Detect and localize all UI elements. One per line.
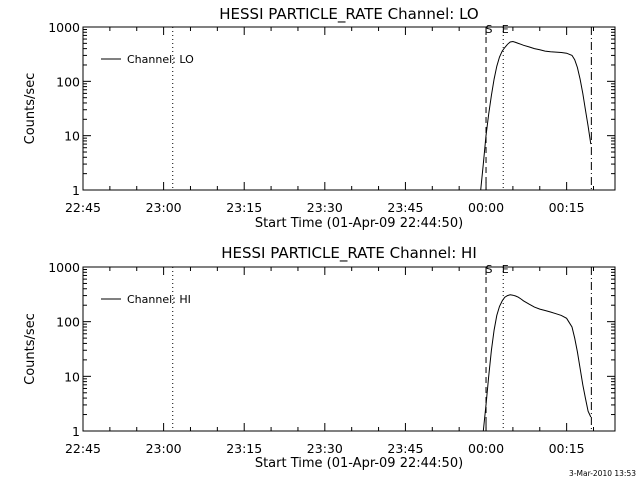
y-tick-label: 1	[72, 424, 80, 439]
y-tick-label: 100	[56, 315, 80, 330]
x-tick-label: 23:45	[387, 200, 423, 215]
end-marker-label: E	[502, 263, 509, 276]
y-tick-label: 10	[64, 369, 80, 384]
y-axis-label: Counts/sec	[23, 73, 38, 145]
x-tick-label: 22:45	[65, 441, 101, 456]
x-tick-label: 23:00	[146, 441, 182, 456]
y-tick-label: 1000	[48, 260, 80, 275]
y-tick-label: 10	[64, 129, 80, 144]
x-tick-label: 22:45	[65, 200, 101, 215]
legend-label: Channel: HI	[127, 293, 191, 306]
panel-lo: HESSI PARTICLE_RATE Channel: LO 1 10 100 100…	[23, 5, 616, 231]
series-line-0	[482, 294, 592, 432]
y-tick-label: 1000	[48, 20, 80, 35]
end-marker-label: E	[502, 23, 509, 36]
x-axis-label: Start Time (01-Apr-09 22:44:50)	[255, 216, 463, 231]
x-tick-label: 23:15	[226, 441, 262, 456]
panel-hi: HESSI PARTICLE_RATE Channel: HI 1 10 100 100…	[23, 244, 616, 471]
y-tick-label: 100	[56, 74, 80, 89]
y-axis-label: Counts/sec	[23, 313, 38, 385]
legend-label: Channel: LO	[127, 53, 194, 66]
x-tick-label: 00:15	[549, 200, 585, 215]
plot-frame	[82, 26, 616, 191]
series-line-0	[480, 40, 592, 191]
plot-frame	[82, 266, 616, 432]
chart-title: HESSI PARTICLE_RATE Channel: LO	[219, 5, 478, 24]
y-tick-label: 1	[72, 183, 80, 198]
x-tick-label: 23:30	[307, 441, 343, 456]
x-tick-label: 00:00	[468, 441, 504, 456]
x-axis-label: Start Time (01-Apr-09 22:44:50)	[255, 456, 463, 471]
plot-timestamp: 3-Mar-2010 13:53	[569, 469, 636, 478]
start-marker-label: S	[486, 263, 493, 276]
x-tick-label: 00:15	[549, 441, 585, 456]
x-tick-label: 23:30	[307, 200, 343, 215]
start-marker-label: S	[486, 23, 493, 36]
x-tick-label: 23:45	[387, 441, 423, 456]
x-tick-label: 23:15	[226, 200, 262, 215]
x-tick-label: 23:00	[146, 200, 182, 215]
x-tick-label: 00:00	[468, 200, 504, 215]
chart-title: HESSI PARTICLE_RATE Channel: HI	[221, 244, 477, 263]
